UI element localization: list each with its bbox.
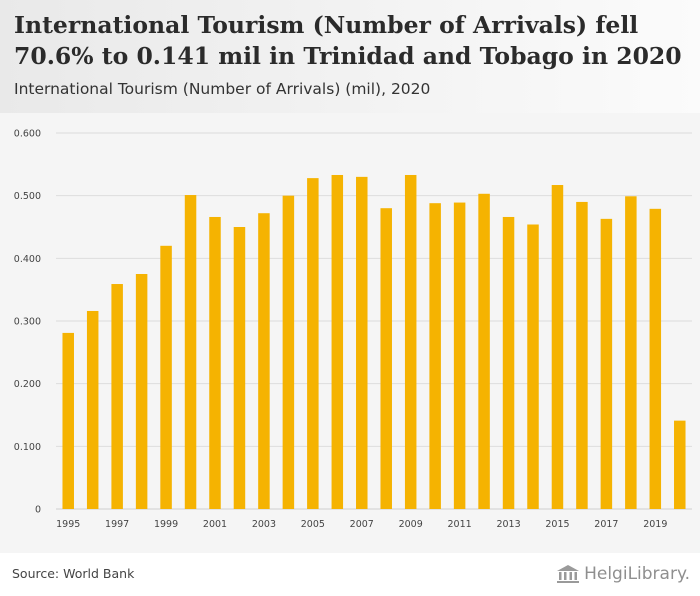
x-tick-label: 2011 [448, 519, 472, 530]
bar-2019 [649, 208, 662, 509]
y-tick-label: 0 [35, 505, 41, 516]
bar-2017 [600, 218, 613, 509]
bar-2014 [527, 224, 539, 509]
bar-1996 [86, 310, 99, 509]
x-tick-label: 2005 [301, 519, 325, 530]
x-tick-label: 2009 [399, 519, 423, 530]
bar-2007 [356, 176, 368, 509]
y-tick-label: 0.400 [14, 254, 41, 265]
y-tick-label: 0.600 [14, 129, 41, 140]
x-tick-label: 2017 [594, 519, 618, 530]
bar-2016 [576, 201, 588, 509]
bar-2015 [551, 185, 564, 509]
x-tick-label: 2015 [545, 519, 569, 530]
helgi-library-logo: HelgiLibrary. [556, 562, 690, 586]
chart-footer: Source: World Bank HelgiLibrary. [0, 553, 700, 596]
page-title: International Tourism (Number of Arrival… [14, 11, 682, 70]
x-tick-label: 1997 [105, 519, 129, 530]
bar-chart: 0 0.100 0.200 0.300 0.400 0.500 0.600 1995 1997… [14, 129, 692, 530]
bar-2004 [282, 195, 295, 509]
y-tick-label: 0.100 [14, 442, 41, 453]
source-note: Source: World Bank [12, 566, 135, 581]
bars [62, 174, 686, 510]
x-tick-label: 2019 [643, 519, 667, 530]
bar-2006 [331, 174, 344, 509]
bar-2001 [209, 216, 221, 509]
bar-2000 [184, 195, 197, 509]
bar-2013 [502, 216, 515, 509]
bar-2020 [674, 420, 686, 509]
chart-subtitle: International Tourism (Number of Arrival… [14, 80, 431, 98]
y-tick-label: 0.200 [14, 379, 41, 390]
bar-1999 [160, 245, 172, 510]
chart-area: 0 0.100 0.200 0.300 0.400 0.500 0.600 1995 1997… [0, 113, 700, 553]
y-axis-ticks: 0 0.100 0.200 0.300 0.400 0.500 0.600 [14, 129, 41, 516]
bar-2018 [625, 196, 637, 509]
x-tick-label: 2003 [252, 519, 276, 530]
bar-2009 [404, 174, 417, 509]
x-tick-label: 1999 [154, 519, 178, 530]
bar-2012 [478, 193, 490, 509]
y-tick-label: 0.300 [14, 317, 41, 328]
bar-2008 [380, 208, 392, 509]
grid-lines [56, 132, 692, 510]
bar-1998 [135, 274, 148, 509]
bar-2011 [453, 202, 466, 509]
logo-text: HelgiLibrary. [584, 564, 690, 584]
x-tick-label: 1995 [56, 519, 80, 530]
bar-2002 [233, 227, 246, 509]
bar-2005 [307, 178, 319, 509]
bar-1995 [62, 332, 74, 509]
bar-1997 [111, 284, 123, 509]
bar-2010 [429, 203, 441, 509]
x-axis-ticks: 1995 1997 1999 2001 2003 2005 2007 2009 2011 2013… [56, 519, 667, 530]
x-tick-label: 2001 [203, 519, 227, 530]
y-tick-label: 0.500 [14, 191, 41, 202]
bar-2003 [258, 213, 270, 510]
library-building-icon [557, 565, 580, 583]
x-tick-label: 2007 [350, 519, 374, 530]
chart-header: International Tourism (Number of Arrival… [0, 0, 700, 113]
x-tick-label: 2013 [496, 519, 520, 530]
